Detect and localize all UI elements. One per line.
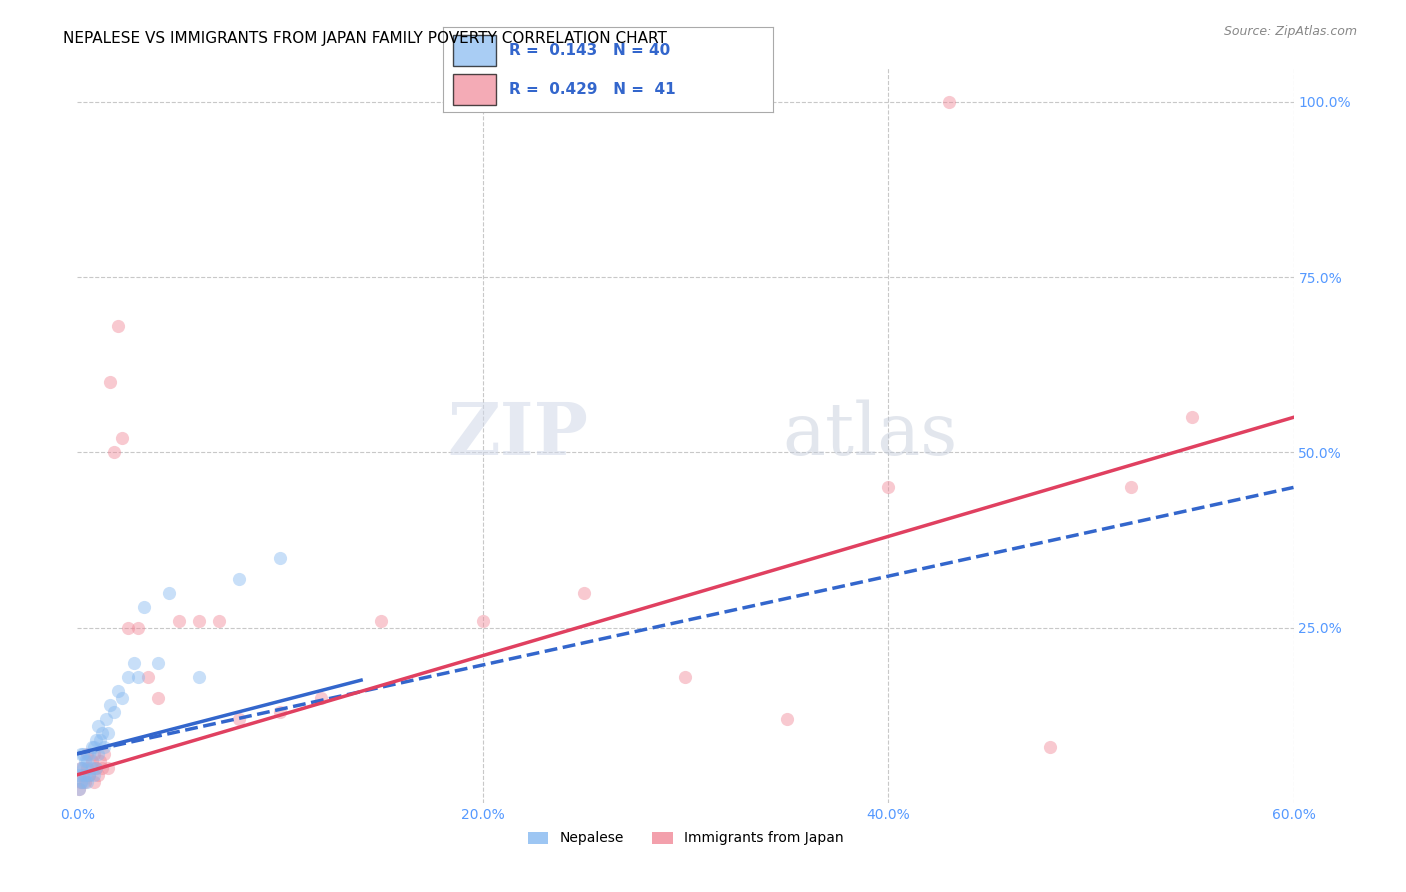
Point	[90, 761, 112, 775]
Point	[127, 670, 149, 684]
Point	[80, 754, 103, 768]
Point	[70, 761, 93, 775]
Point	[70, 761, 93, 775]
Point	[98, 698, 121, 712]
Point	[80, 761, 103, 775]
Point	[76, 747, 98, 761]
Point	[80, 739, 103, 754]
Point	[79, 768, 101, 782]
Point	[117, 670, 139, 684]
Point	[84, 732, 107, 747]
Point	[117, 621, 139, 635]
Point	[97, 761, 120, 775]
Point	[269, 550, 291, 565]
Point	[86, 747, 108, 761]
Point	[370, 614, 392, 628]
Point	[776, 712, 799, 726]
Point	[103, 445, 125, 459]
Point	[76, 761, 98, 775]
Point	[70, 774, 93, 789]
Point	[86, 719, 108, 733]
Point	[1121, 480, 1143, 494]
Point	[157, 585, 180, 599]
Point	[471, 614, 494, 628]
Point	[938, 95, 960, 109]
Point	[228, 572, 250, 586]
Point	[70, 747, 93, 761]
Point	[167, 614, 190, 628]
Point	[127, 621, 149, 635]
Point	[72, 761, 94, 775]
Text: R =  0.143   N = 40: R = 0.143 N = 40	[509, 43, 671, 58]
Point	[83, 774, 105, 789]
Point	[93, 747, 115, 761]
Point	[75, 774, 97, 789]
Point	[877, 480, 900, 494]
Point	[75, 754, 97, 768]
Point	[89, 732, 111, 747]
FancyBboxPatch shape	[453, 36, 496, 66]
Point	[90, 725, 112, 739]
Point	[83, 747, 105, 761]
Point	[111, 431, 134, 445]
Point	[148, 656, 170, 670]
Point	[84, 761, 107, 775]
Text: atlas: atlas	[783, 400, 957, 470]
Point	[83, 768, 105, 782]
Legend: Nepalese, Immigrants from Japan: Nepalese, Immigrants from Japan	[522, 826, 849, 851]
Point	[84, 761, 107, 775]
Point	[67, 781, 90, 796]
Point	[70, 774, 93, 789]
Point	[75, 768, 97, 782]
Point	[675, 670, 697, 684]
Point	[86, 768, 108, 782]
Point	[208, 614, 231, 628]
Point	[83, 739, 105, 754]
Text: Source: ZipAtlas.com: Source: ZipAtlas.com	[1223, 25, 1357, 38]
Text: R =  0.429   N =  41: R = 0.429 N = 41	[509, 82, 676, 97]
Point	[76, 774, 98, 789]
Point	[72, 747, 94, 761]
Point	[94, 712, 117, 726]
Point	[188, 614, 211, 628]
Point	[188, 670, 211, 684]
Point	[93, 739, 115, 754]
Point	[89, 754, 111, 768]
Point	[79, 747, 101, 761]
FancyBboxPatch shape	[453, 74, 496, 104]
Point	[107, 319, 129, 334]
Point	[1181, 410, 1204, 425]
Point	[98, 376, 121, 390]
Point	[1039, 739, 1062, 754]
Point	[72, 768, 94, 782]
Point	[148, 690, 170, 705]
Point	[309, 690, 332, 705]
Text: NEPALESE VS IMMIGRANTS FROM JAPAN FAMILY POVERTY CORRELATION CHART: NEPALESE VS IMMIGRANTS FROM JAPAN FAMILY…	[63, 31, 666, 46]
Point	[107, 683, 129, 698]
Point	[67, 768, 90, 782]
Point	[103, 705, 125, 719]
Point	[76, 754, 98, 768]
Point	[134, 599, 156, 614]
Point	[122, 656, 145, 670]
Text: ZIP: ZIP	[447, 400, 588, 470]
Point	[72, 774, 94, 789]
Point	[67, 781, 90, 796]
Point	[111, 690, 134, 705]
Point	[136, 670, 159, 684]
Point	[269, 705, 291, 719]
Point	[97, 725, 120, 739]
Point	[79, 768, 101, 782]
Point	[572, 585, 595, 599]
Point	[228, 712, 250, 726]
